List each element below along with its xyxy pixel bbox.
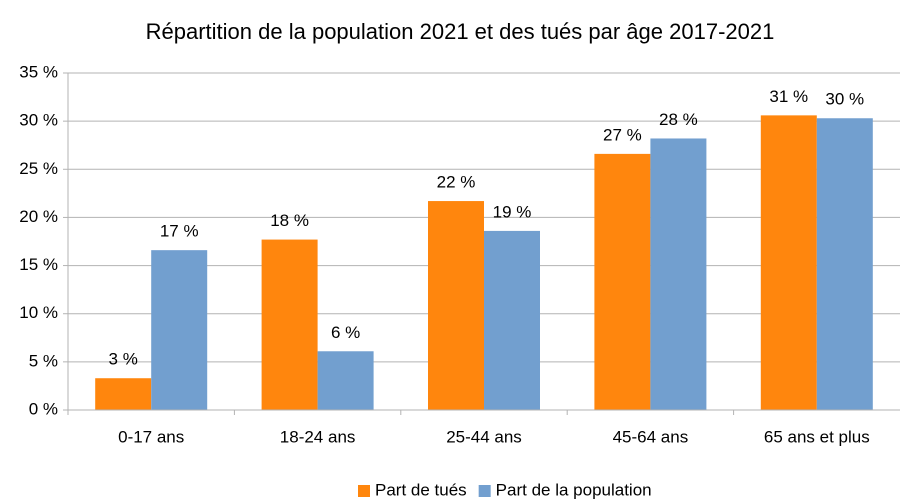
y-tick-label: 25 % [19,159,58,178]
x-tick-label: 65 ans et plus [764,427,870,446]
bar [428,201,484,410]
bar [650,138,707,410]
legend-swatch [358,485,370,497]
data-label: 28 % [659,110,698,129]
bar [484,230,540,410]
data-label: 19 % [493,202,532,221]
y-tick-label: 0 % [29,399,58,418]
data-label: 30 % [825,90,864,109]
x-tick-label: 45-64 ans [613,427,689,446]
chart-title: Répartition de la population 2021 et des… [146,19,775,44]
data-label: 17 % [160,222,199,241]
x-tick-label: 18-24 ans [280,427,356,446]
y-tick-label: 5 % [29,351,58,370]
y-tick-label: 30 % [19,111,58,130]
x-tick-label: 25-44 ans [446,427,522,446]
bar [760,115,817,410]
legend-label: Part de tués [375,480,467,499]
bar [95,378,152,410]
y-tick-label: 10 % [19,303,58,322]
data-label: 3 % [109,350,138,369]
legend-label: Part de la population [496,480,652,499]
y-tick-label: 35 % [19,62,58,81]
bar [816,118,873,411]
data-label: 31 % [769,87,808,106]
y-tick-label: 15 % [19,255,58,274]
bar [151,250,208,410]
data-label: 6 % [331,323,360,342]
y-tick-label: 20 % [19,207,58,226]
bar [261,239,318,410]
legend-swatch [478,485,491,497]
data-label: 27 % [603,125,642,144]
x-tick-label: 0-17 ans [118,427,184,446]
bar [317,351,374,410]
data-label: 22 % [437,173,476,192]
data-label: 18 % [270,211,309,230]
bar [594,153,651,410]
